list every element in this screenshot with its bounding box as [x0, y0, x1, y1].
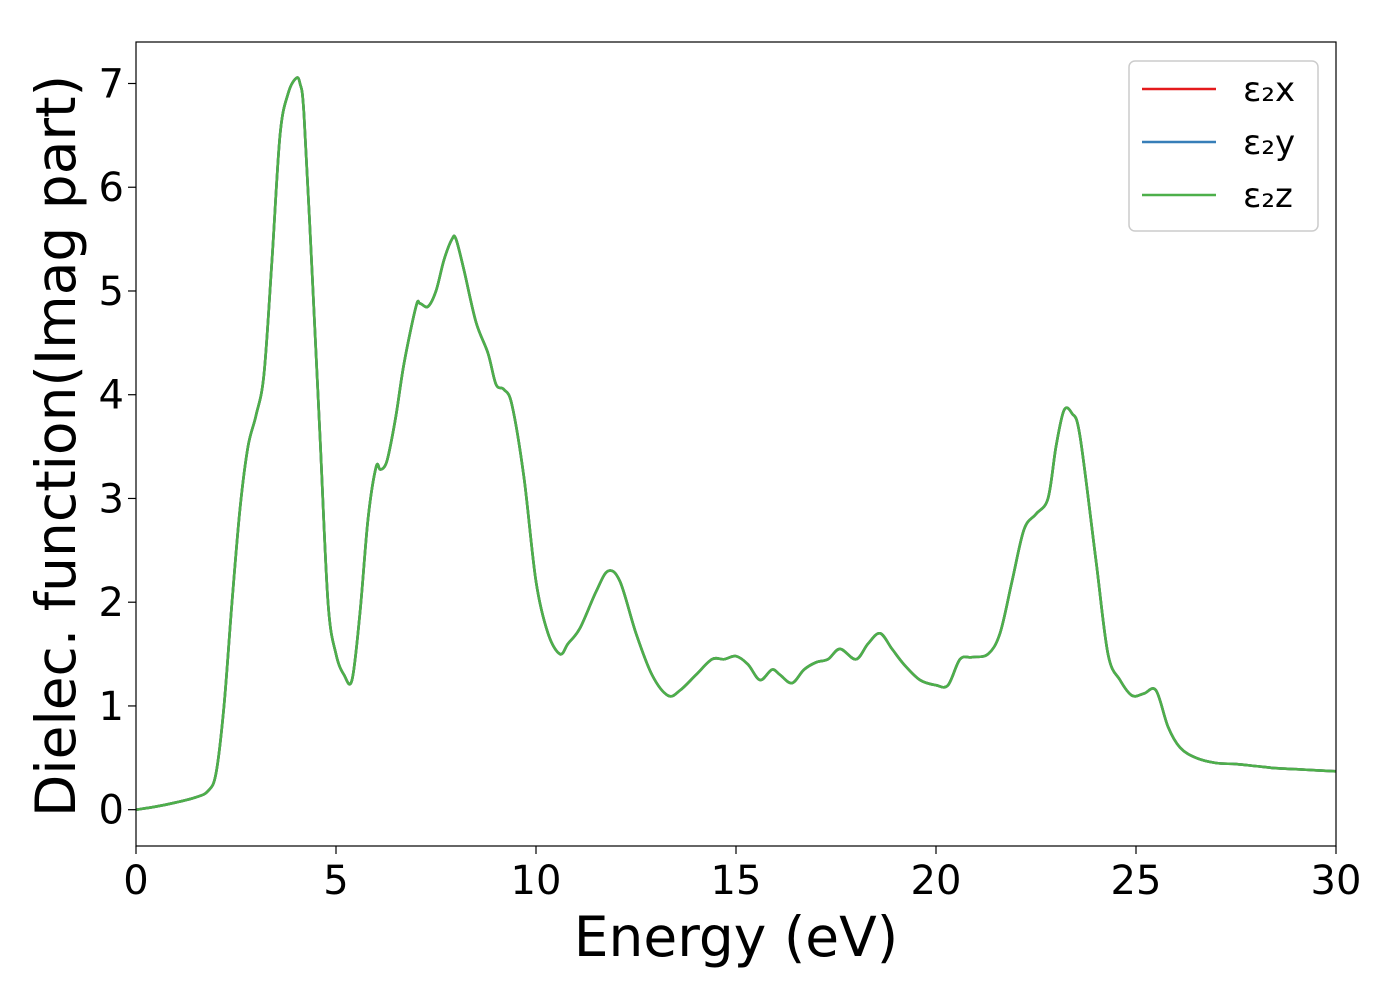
x-tick-label: 10	[511, 858, 562, 904]
y-tick-label: 5	[99, 269, 124, 315]
legend-items: ε₂x ε₂y ε₂z	[1142, 70, 1295, 216]
x-tick-label: 30	[1311, 858, 1362, 904]
x-tick-label: 20	[911, 858, 962, 904]
series-line-3	[135, 76, 1337, 811]
x-tick-label: 0	[123, 858, 148, 904]
y-tick-label: 6	[99, 165, 124, 211]
legend: ε₂x ε₂y ε₂z	[1128, 60, 1319, 232]
x-axis-label: Energy (eV)	[574, 905, 898, 969]
y-tick-label: 2	[99, 580, 124, 626]
x-axis-ticks: 0 5 10 15 20 25 30	[123, 846, 1361, 904]
legend-box	[1128, 60, 1319, 232]
x-tick-label: 25	[1111, 858, 1162, 904]
series-layer	[135, 76, 1337, 811]
legend-label-1: ε₂x	[1243, 70, 1295, 110]
x-tick-label: 15	[711, 858, 762, 904]
x-tick-label: 5	[323, 858, 348, 904]
y-tick-label: 4	[99, 373, 124, 419]
y-axis-label: Dielec. function(Imag part)	[24, 75, 88, 817]
y-tick-label: 0	[99, 788, 124, 834]
y-tick-label: 3	[99, 476, 124, 522]
legend-label-2: ε₂y	[1243, 123, 1295, 163]
y-axis-ticks: 0 1 2 3 4 5 6 7	[99, 61, 136, 834]
y-tick-label: 1	[99, 684, 124, 730]
y-tick-label: 7	[99, 61, 124, 107]
legend-label-3: ε₂z	[1243, 176, 1293, 216]
